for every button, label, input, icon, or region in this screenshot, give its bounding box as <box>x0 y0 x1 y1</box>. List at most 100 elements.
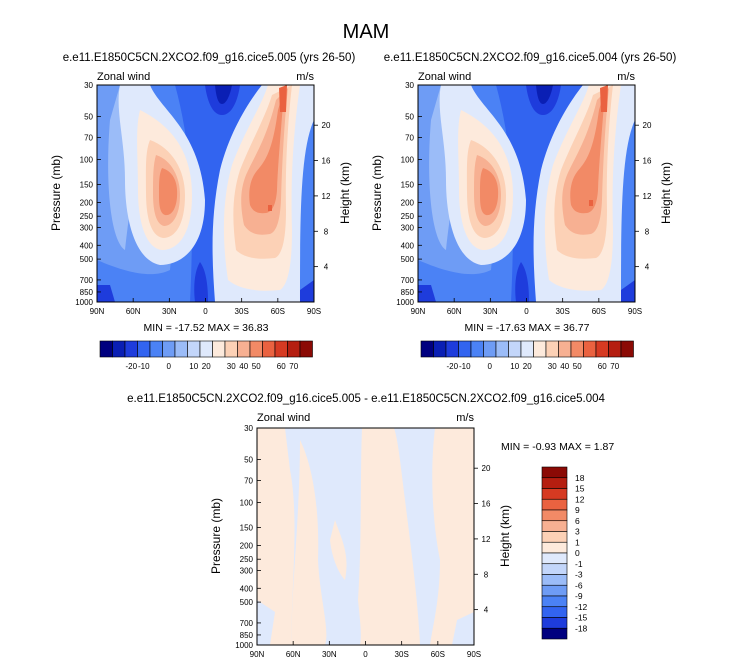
y2-tick-label: 12 <box>643 192 652 201</box>
y-tick-label: 300 <box>401 223 415 232</box>
colorbar-box <box>541 552 568 565</box>
y2-tick-label: 16 <box>482 500 491 509</box>
panel-2-stats: MIN = -17.63 MAX = 36.77 <box>465 322 590 334</box>
colorbar-box <box>541 595 568 608</box>
y-tick-label: 150 <box>240 524 254 533</box>
colorbar-box <box>583 340 597 358</box>
colorbar-box <box>124 340 138 358</box>
colorbar-box <box>541 627 568 640</box>
figure-title: MAM <box>343 21 390 43</box>
colorbar-label: -10 <box>138 362 150 371</box>
x-tick-label: 0 <box>363 650 368 659</box>
x-tick-label: 30S <box>556 307 570 316</box>
y-tick-label: 70 <box>244 476 253 485</box>
colorbar-label: 40 <box>239 362 248 371</box>
colorbar-box <box>149 340 163 358</box>
y-tick-label: 700 <box>240 619 254 628</box>
panel-1-right-label: m/s <box>296 71 314 83</box>
y2-tick-label: 12 <box>322 192 331 201</box>
colorbar-box <box>541 617 568 629</box>
colorbar-label: 18 <box>575 473 585 483</box>
y-tick-label: 400 <box>240 584 254 593</box>
y-tick-label: 1000 <box>235 641 253 650</box>
colorbar-box <box>541 509 568 522</box>
panel-1-y2label: Height (km) <box>338 162 352 224</box>
x-tick-label: 90N <box>250 650 265 659</box>
colorbar-label: 40 <box>560 362 569 371</box>
colorbar-box <box>445 340 459 358</box>
colorbar-label: 0 <box>488 362 493 371</box>
colorbar-box <box>541 574 568 586</box>
y-tick-label: 250 <box>401 212 415 221</box>
y-tick-label: 50 <box>405 113 414 122</box>
colorbar-box <box>508 340 522 358</box>
x-tick-label: 30N <box>483 307 498 316</box>
colorbar-label: 60 <box>598 362 607 371</box>
colorbar-box <box>174 340 188 358</box>
colorbar-box <box>608 340 622 358</box>
y-tick-label: 400 <box>401 241 415 250</box>
x-tick-label: 0 <box>203 307 208 316</box>
colorbar-box <box>541 584 568 597</box>
colorbar-label: 20 <box>523 362 532 371</box>
panel-1-ylabel: Pressure (mb) <box>49 155 63 231</box>
colorbar-box <box>470 340 484 358</box>
colorbar-box <box>458 340 472 358</box>
colorbar-label: 70 <box>610 362 619 371</box>
y-tick-label: 500 <box>80 255 94 264</box>
y-tick-label: 1000 <box>396 298 414 307</box>
y-tick-label: 500 <box>401 255 415 264</box>
y2-tick-label: 4 <box>484 606 489 615</box>
panel-1-axes: 90N 60N 30N 0 30S 60S 90S 30 50 70 100 150 200 250 300… <box>75 81 331 316</box>
panel-3-stats: MIN = -0.93 MAX = 1.87 <box>501 441 614 453</box>
y-tick-label: 30 <box>405 81 414 90</box>
x-tick-label: 30S <box>395 650 409 659</box>
y2-tick-label: 8 <box>645 227 650 236</box>
colorbar-label: -20 <box>125 362 137 371</box>
colorbar-label: 1 <box>575 537 580 547</box>
x-tick-label: 60S <box>431 650 445 659</box>
y2-tick-label: 20 <box>643 121 652 130</box>
colorbar-box <box>287 340 301 358</box>
y-tick-label: 70 <box>84 133 93 142</box>
panel-2-axes: 90N 60N 30N 0 30S 60S 90S 30 50 70 100 150 200 250 300… <box>396 81 652 316</box>
colorbar-label: 50 <box>252 362 261 371</box>
x-tick-label: 60S <box>592 307 606 316</box>
panel-1-title: e.e11.E1850C5CN.2XCO2.f09_g16.cice5.005 … <box>63 52 356 64</box>
panel-1-colorbar: -20 -10 0 10 20 30 40 50 60 70 <box>99 340 313 371</box>
colorbar-box <box>541 531 568 543</box>
y-tick-label: 70 <box>405 133 414 142</box>
colorbar-label: 6 <box>575 516 580 526</box>
colorbar-label: -12 <box>575 602 588 612</box>
x-tick-label: 30N <box>162 307 177 316</box>
x-tick-label: 0 <box>524 307 529 316</box>
colorbar-box <box>249 340 263 358</box>
colorbar-box <box>545 340 559 358</box>
colorbar-label: 50 <box>573 362 582 371</box>
y-tick-label: 200 <box>401 198 415 207</box>
y-tick-label: 30 <box>84 81 93 90</box>
colorbar-label: 20 <box>202 362 211 371</box>
y-tick-label: 250 <box>240 555 254 564</box>
panel-2-right-label: m/s <box>617 71 635 83</box>
colorbar-box <box>99 340 113 358</box>
colorbar-label: -9 <box>575 591 583 601</box>
colorbar-box <box>595 340 609 358</box>
colorbar-box <box>199 340 213 358</box>
panel-2-left-label: Zonal wind <box>418 71 471 83</box>
panel-1-stats: MIN = -17.52 MAX = 36.83 <box>144 322 269 334</box>
colorbar-box <box>541 563 568 575</box>
colorbar-box <box>570 340 584 358</box>
panel-2-field <box>418 85 635 302</box>
x-tick-label: 90S <box>307 307 321 316</box>
colorbar-box <box>187 340 201 358</box>
y-tick-label: 850 <box>240 631 254 640</box>
y-tick-label: 1000 <box>75 298 93 307</box>
colorbar-box <box>541 488 568 500</box>
panel-1-field <box>97 85 314 302</box>
colorbar-label: 30 <box>227 362 236 371</box>
panel-3-field <box>257 428 474 645</box>
colorbar-box <box>212 340 226 358</box>
panel-1: e.e11.E1850C5CN.2XCO2.f09_g16.cice5.005 … <box>49 52 355 371</box>
